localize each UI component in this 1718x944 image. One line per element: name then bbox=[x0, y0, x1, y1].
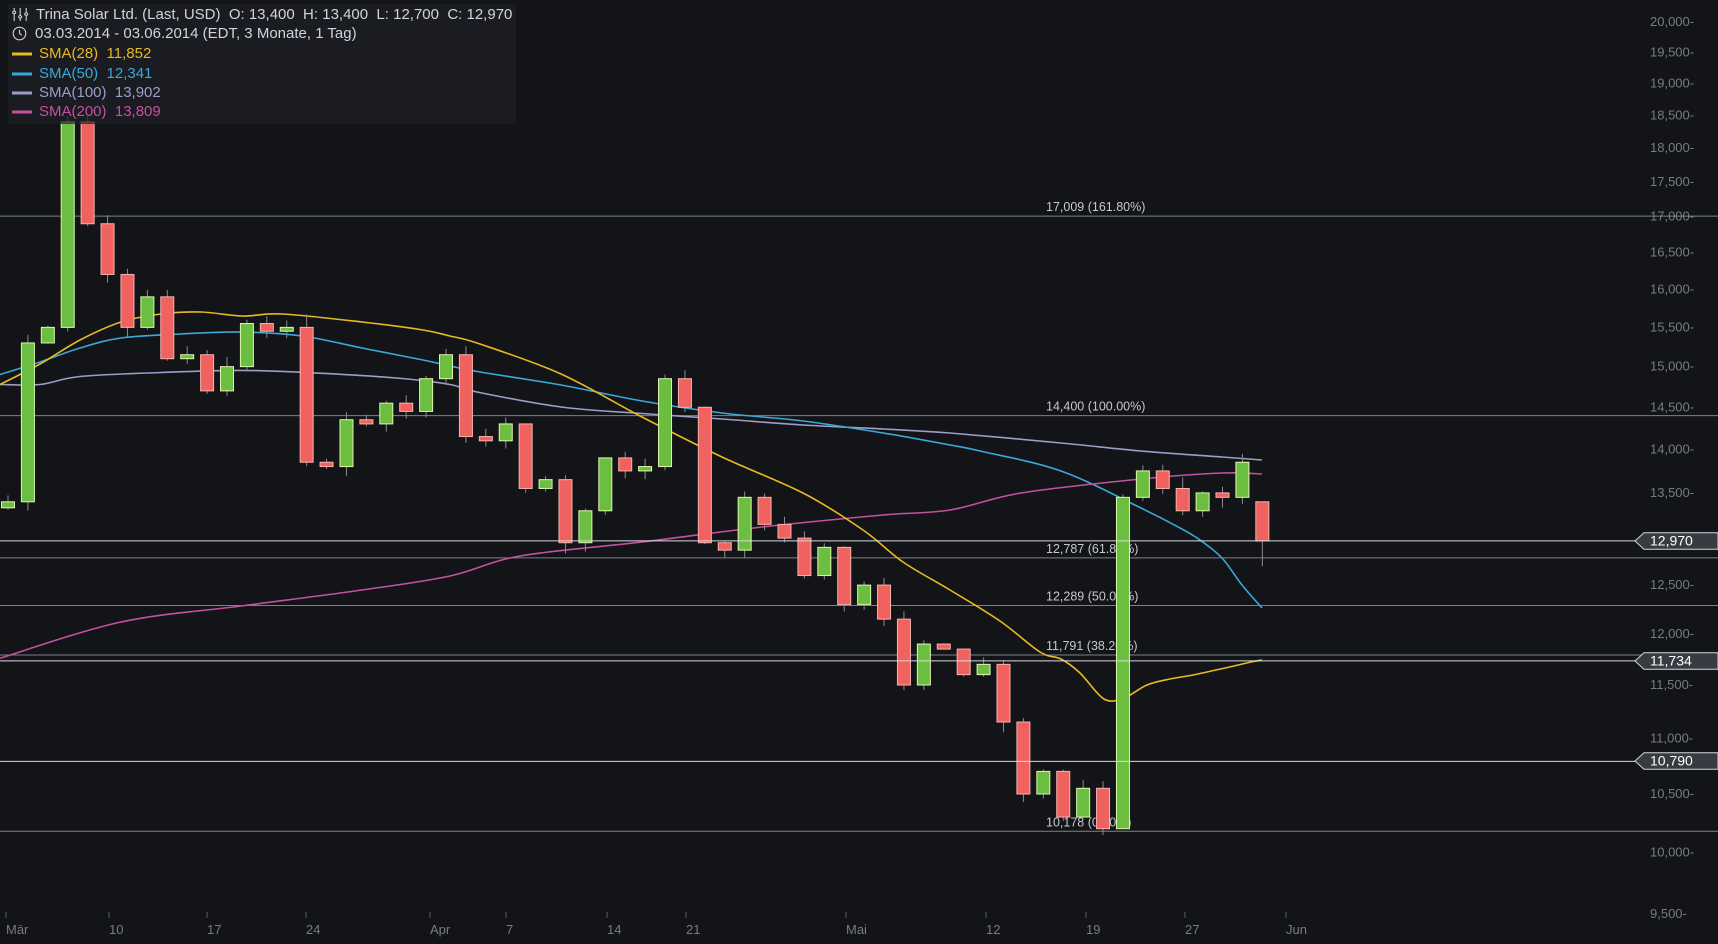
svg-text:Mär: Mär bbox=[6, 922, 29, 937]
svg-text:12,970: 12,970 bbox=[1650, 532, 1693, 548]
svg-text:11,734: 11,734 bbox=[1650, 652, 1692, 668]
svg-text:12,500-: 12,500- bbox=[1650, 577, 1694, 592]
svg-text:11,000-: 11,000- bbox=[1650, 730, 1693, 745]
svg-text:21: 21 bbox=[686, 922, 700, 937]
svg-text:16,500-: 16,500- bbox=[1650, 245, 1694, 260]
svg-text:18,000-: 18,000- bbox=[1650, 140, 1694, 155]
svg-text:19,000-: 19,000- bbox=[1650, 75, 1694, 90]
svg-text:15,000-: 15,000- bbox=[1650, 359, 1694, 374]
svg-text:10,000-: 10,000- bbox=[1650, 845, 1694, 860]
svg-text:15,500-: 15,500- bbox=[1650, 319, 1694, 334]
svg-text:17,500-: 17,500- bbox=[1650, 174, 1694, 189]
svg-text:18,500-: 18,500- bbox=[1650, 107, 1694, 122]
svg-text:12: 12 bbox=[986, 922, 1000, 937]
svg-text:17,009 (161.80%): 17,009 (161.80%) bbox=[1046, 200, 1145, 214]
svg-text:10,790: 10,790 bbox=[1650, 753, 1693, 769]
svg-text:19,500-: 19,500- bbox=[1650, 44, 1694, 59]
svg-text:10,500-: 10,500- bbox=[1650, 786, 1694, 801]
svg-text:14: 14 bbox=[607, 922, 621, 937]
svg-text:Jun: Jun bbox=[1286, 922, 1307, 937]
svg-text:14,000-: 14,000- bbox=[1650, 441, 1694, 456]
svg-text:24: 24 bbox=[306, 922, 320, 937]
svg-text:14,400 (100.00%): 14,400 (100.00%) bbox=[1046, 400, 1145, 414]
svg-text:14,500-: 14,500- bbox=[1650, 399, 1694, 414]
svg-text:10: 10 bbox=[109, 922, 123, 937]
svg-text:27: 27 bbox=[1185, 922, 1199, 937]
svg-text:20,000-: 20,000- bbox=[1650, 14, 1694, 29]
svg-text:Mai: Mai bbox=[846, 922, 867, 937]
svg-text:19: 19 bbox=[1086, 922, 1100, 937]
svg-text:11,500-: 11,500- bbox=[1650, 677, 1693, 692]
svg-text:17: 17 bbox=[207, 922, 221, 937]
svg-text:9,500-: 9,500- bbox=[1650, 906, 1687, 921]
svg-text:16,000-: 16,000- bbox=[1650, 281, 1694, 296]
svg-text:Apr: Apr bbox=[430, 922, 451, 937]
svg-text:12,000-: 12,000- bbox=[1650, 626, 1694, 641]
svg-text:7: 7 bbox=[506, 922, 513, 937]
svg-text:13,500-: 13,500- bbox=[1650, 485, 1694, 500]
